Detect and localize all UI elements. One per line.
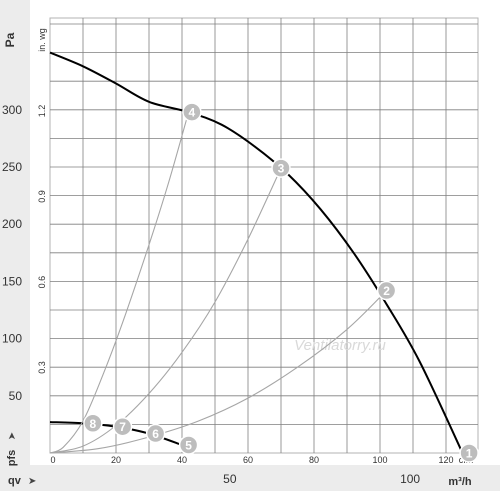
point-marker: [376, 280, 397, 301]
point-label: 1: [466, 447, 473, 461]
point-marker: [83, 413, 103, 434]
y-tick-label-inwg: 0.3: [37, 361, 47, 374]
point-label: 5: [185, 438, 192, 452]
y-tick-label-pa: 250: [2, 160, 22, 174]
x-axis-arrow: ➤: [28, 476, 36, 487]
point-label: 7: [119, 420, 126, 434]
operating-point-7: 7: [112, 416, 133, 437]
operating-point-6: 6: [145, 423, 166, 444]
point-label: 4: [189, 106, 196, 120]
x-tick-label-cfm: 40: [177, 455, 187, 465]
point-marker: [271, 158, 291, 178]
watermark-text: Ventilatorry.ru: [294, 337, 386, 354]
y-tick-label-pa: 300: [2, 103, 22, 117]
x-tick-label-cfm: 20: [111, 455, 121, 465]
bottom-axis-strip: [0, 465, 500, 491]
x-tick-label-cfm: 100: [372, 455, 387, 465]
point-marker: [178, 435, 199, 455]
system-curve-4: [49, 290, 387, 454]
y-tick-label-pa: 50: [9, 389, 23, 403]
grid-lines: [50, 18, 478, 453]
x-tick-label-cfm: 60: [243, 455, 253, 465]
x-unit-m3h: m³/h: [448, 476, 472, 488]
point-label: 3: [278, 162, 285, 176]
point-marker: [459, 443, 479, 463]
point-marker: [182, 102, 202, 122]
system-curve-3: [49, 167, 282, 454]
operating-points: 2 3 4 5 6 7 8 1: [83, 102, 479, 463]
y-tick-label-inwg: 0.6: [37, 276, 47, 289]
x-tick-label-m3h: 100: [400, 472, 420, 486]
x-tick-label-cfm: 80: [309, 455, 319, 465]
system-curve-2: [49, 111, 190, 454]
y-unit-inwg: in. wg: [37, 28, 47, 52]
point-marker: [112, 416, 133, 437]
y-tick-label-pa: 150: [2, 274, 22, 288]
x-axis-label: qv: [8, 475, 22, 487]
operating-point-1: 1: [459, 443, 479, 463]
left-axis-strip: [0, 0, 30, 491]
point-marker: [145, 423, 166, 444]
y-tick-label-pa: 100: [2, 332, 22, 346]
point-label: 2: [383, 284, 390, 298]
operating-point-8: 8: [83, 413, 103, 434]
operating-point-2: 2: [376, 280, 397, 301]
series-layer: [49, 51, 464, 454]
point-label: 6: [152, 427, 159, 441]
y-unit-pa: Pa: [3, 32, 17, 47]
y-tick-label-pa: 200: [2, 217, 22, 231]
x-tick-label-m3h: 50: [223, 472, 237, 486]
x-tick-label-cfm: 0: [50, 455, 55, 465]
operating-point-3: 3: [271, 158, 291, 178]
plot-frame: [49, 17, 479, 454]
point-label: 8: [90, 417, 97, 431]
operating-point-4: 4: [182, 102, 202, 122]
y-tick-label-inwg: 0.9: [37, 190, 47, 203]
y-tick-label-inwg: 1.2: [37, 105, 47, 118]
y-axis-arrow: ➤: [7, 432, 18, 440]
operating-point-5: 5: [178, 435, 199, 455]
max-speed-curve: [49, 51, 464, 454]
y-axis-label: pfs: [6, 450, 18, 467]
x-tick-label-cfm: 120: [438, 455, 453, 465]
